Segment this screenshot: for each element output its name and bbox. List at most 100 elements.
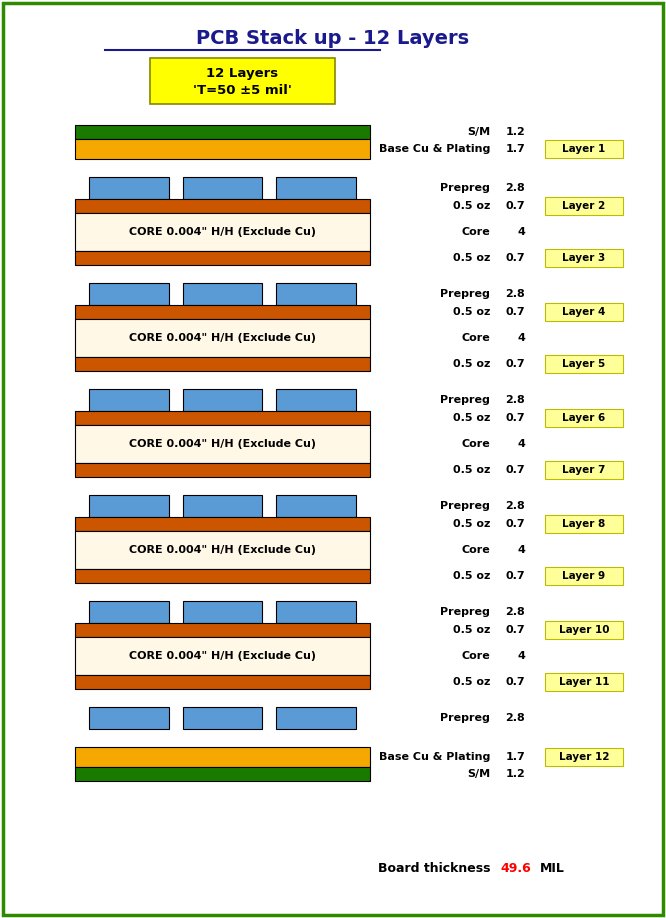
Text: Core: Core [462, 439, 490, 449]
Text: 0.5 oz: 0.5 oz [453, 201, 490, 211]
Text: 4: 4 [517, 439, 525, 449]
Bar [182, 283, 262, 305]
Bar [276, 389, 356, 411]
Text: 2.8: 2.8 [505, 289, 525, 299]
Bar [75, 675, 370, 689]
Text: Prepreg: Prepreg [440, 289, 490, 299]
Bar [89, 283, 168, 305]
Text: 0.5 oz: 0.5 oz [453, 253, 490, 263]
Bar [75, 531, 370, 569]
Bar [75, 125, 370, 139]
Text: 2.8: 2.8 [505, 395, 525, 405]
Bar [89, 389, 168, 411]
Bar [75, 213, 370, 251]
Text: 4: 4 [517, 227, 525, 237]
Bar [75, 357, 370, 371]
Bar [545, 621, 623, 639]
Text: 1.2: 1.2 [505, 127, 525, 137]
Bar [276, 177, 356, 199]
Text: 1.7: 1.7 [505, 144, 525, 154]
Text: 2.8: 2.8 [505, 501, 525, 511]
Text: 0.5 oz: 0.5 oz [453, 307, 490, 317]
Bar [182, 389, 262, 411]
Bar [75, 637, 370, 675]
Bar [545, 409, 623, 427]
Bar [276, 707, 356, 729]
Text: 2.8: 2.8 [505, 183, 525, 193]
Text: 2.8: 2.8 [505, 713, 525, 723]
Text: 1.2: 1.2 [505, 769, 525, 779]
Bar [276, 601, 356, 623]
Bar [182, 707, 262, 729]
Bar [545, 140, 623, 158]
Bar [545, 673, 623, 691]
Text: PCB Stack up - 12 Layers: PCB Stack up - 12 Layers [196, 28, 470, 48]
Bar [545, 303, 623, 321]
Text: MIL: MIL [540, 861, 565, 875]
Text: Prepreg: Prepreg [440, 501, 490, 511]
Text: 0.5 oz: 0.5 oz [453, 625, 490, 635]
Bar [75, 425, 370, 463]
Text: CORE 0.004" H/H (Exclude Cu): CORE 0.004" H/H (Exclude Cu) [129, 651, 316, 661]
Bar [182, 601, 262, 623]
Bar [545, 567, 623, 585]
Bar [75, 623, 370, 637]
Text: Layer 11: Layer 11 [559, 677, 609, 687]
Text: CORE 0.004" H/H (Exclude Cu): CORE 0.004" H/H (Exclude Cu) [129, 439, 316, 449]
Bar [276, 283, 356, 305]
Text: Core: Core [462, 227, 490, 237]
Bar [150, 58, 335, 104]
Text: Prepreg: Prepreg [440, 395, 490, 405]
Text: CORE 0.004" H/H (Exclude Cu): CORE 0.004" H/H (Exclude Cu) [129, 545, 316, 555]
Text: 0.7: 0.7 [505, 359, 525, 369]
Bar [276, 495, 356, 517]
Text: Layer 12: Layer 12 [559, 752, 609, 762]
Text: 0.5 oz: 0.5 oz [453, 571, 490, 581]
Text: 0.7: 0.7 [505, 677, 525, 687]
Text: Layer 7: Layer 7 [562, 465, 605, 475]
Bar [75, 747, 370, 767]
Text: 2.8: 2.8 [505, 607, 525, 617]
Text: 4: 4 [517, 545, 525, 555]
Text: Board thickness: Board thickness [378, 861, 490, 875]
Text: 0.7: 0.7 [505, 571, 525, 581]
Text: 0.7: 0.7 [505, 413, 525, 423]
Text: 0.7: 0.7 [505, 519, 525, 529]
Text: Layer 3: Layer 3 [562, 253, 605, 263]
Text: Prepreg: Prepreg [440, 183, 490, 193]
Bar [89, 177, 168, 199]
Bar [545, 515, 623, 533]
Bar [75, 411, 370, 425]
Text: 0.5 oz: 0.5 oz [453, 465, 490, 475]
Bar [182, 177, 262, 199]
Text: 0.7: 0.7 [505, 307, 525, 317]
Bar [545, 355, 623, 373]
Text: Layer 4: Layer 4 [562, 307, 605, 317]
Text: Core: Core [462, 545, 490, 555]
Text: 4: 4 [517, 333, 525, 343]
Text: CORE 0.004" H/H (Exclude Cu): CORE 0.004" H/H (Exclude Cu) [129, 227, 316, 237]
Bar [75, 199, 370, 213]
Bar [182, 495, 262, 517]
Text: 1.7: 1.7 [505, 752, 525, 762]
Text: Base Cu & Plating: Base Cu & Plating [379, 144, 490, 154]
Text: Core: Core [462, 651, 490, 661]
Text: 0.7: 0.7 [505, 465, 525, 475]
Text: Prepreg: Prepreg [440, 713, 490, 723]
Text: Layer 9: Layer 9 [563, 571, 605, 581]
Text: S/M: S/M [467, 127, 490, 137]
Bar [89, 707, 168, 729]
Text: Base Cu & Plating: Base Cu & Plating [379, 752, 490, 762]
Bar [545, 197, 623, 215]
Text: Layer 10: Layer 10 [559, 625, 609, 635]
Bar [75, 319, 370, 357]
Bar [75, 767, 370, 781]
Text: 12 Layers: 12 Layers [206, 66, 278, 80]
Bar [75, 305, 370, 319]
Text: Layer 1: Layer 1 [562, 144, 605, 154]
Bar [75, 139, 370, 159]
Text: Core: Core [462, 333, 490, 343]
Bar [75, 251, 370, 265]
Text: 0.7: 0.7 [505, 201, 525, 211]
Bar [545, 461, 623, 479]
